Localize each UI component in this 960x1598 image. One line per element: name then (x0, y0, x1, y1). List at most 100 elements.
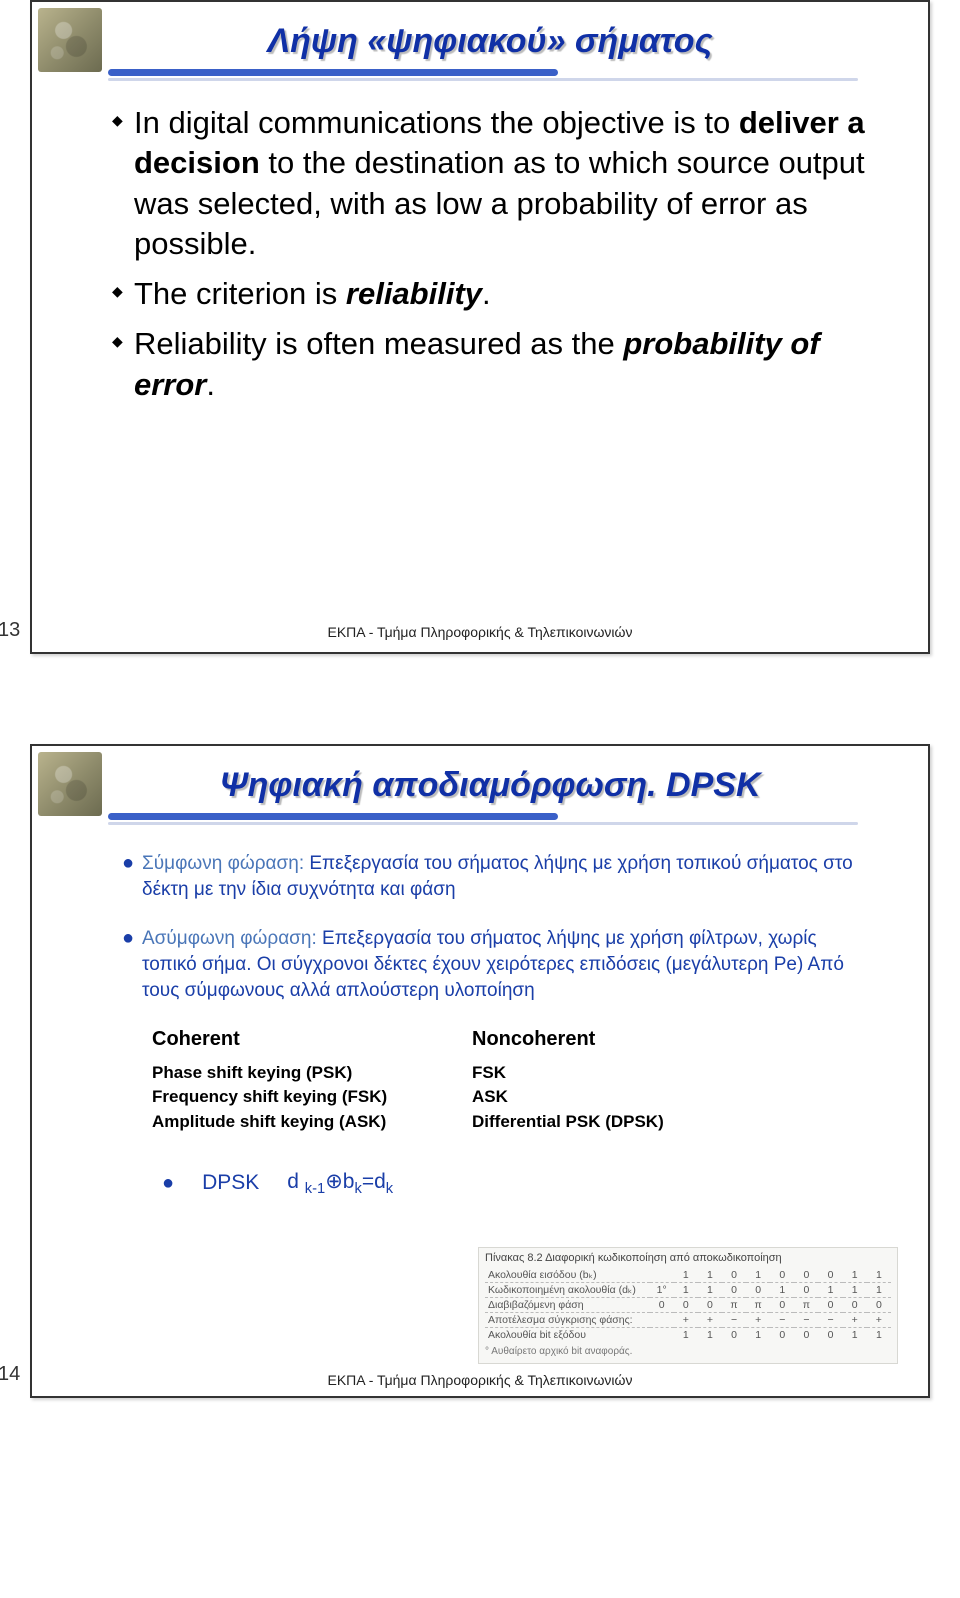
title-underline (82, 813, 858, 825)
disc-icon: ● (122, 851, 142, 903)
table-row: Διαβιβαζόμενη φάση000ππ0π000 (485, 1298, 891, 1313)
table-row: Coherent Noncoherent (152, 1026, 868, 1054)
bullet-bold-italic: reliability (346, 276, 482, 311)
col-header-coherent: Coherent (152, 1026, 472, 1054)
cell: 1 (674, 1268, 698, 1283)
slide1-title: Λήψη «ψηφιακού» σήματος (142, 22, 838, 61)
item-label: Σύμφωνη φώραση: (142, 853, 304, 874)
cell: 0 (722, 1328, 746, 1343)
cell: Phase shift keying (PSK) (152, 1061, 472, 1084)
cell: 1 (867, 1283, 891, 1298)
cell: − (770, 1313, 794, 1328)
cell: − (818, 1313, 842, 1328)
diamond-icon: ◆ (112, 324, 134, 358)
slide-number-2: 14 (0, 1363, 20, 1386)
diamond-icon: ◆ (112, 103, 134, 137)
cell: 0 (794, 1283, 818, 1298)
bullet-text: The criterion is (134, 276, 346, 311)
diff-table-body: Ακολουθία εισόδου (bₖ)110100011Κωδικοποι… (485, 1268, 891, 1342)
cell: 0 (746, 1283, 770, 1298)
dpsk-label: DPSK (202, 1169, 259, 1198)
bullet-text: . (206, 367, 215, 402)
cell: 1 (843, 1328, 867, 1343)
cell: 1 (698, 1328, 722, 1343)
differential-coding-table: Πίνακας 8.2 Διαφορική κωδικοποίηση από α… (478, 1247, 898, 1364)
diamond-icon: ◆ (112, 274, 134, 308)
row-label: Ακολουθία bit εξόδου (485, 1328, 650, 1343)
cell: 0 (770, 1298, 794, 1313)
cell: 0 (794, 1328, 818, 1343)
bullet-item: ◆ The criterion is reliability. (112, 274, 878, 314)
slide1-body: ◆ In digital communications the objectiv… (112, 103, 878, 405)
cell: 0 (770, 1328, 794, 1343)
slide2-body: ● Σύμφωνη φώραση: Επεξεργασία του σήματο… (122, 851, 868, 1200)
slide1-footer: ΕΚΠΑ - Τμήμα Πληροφορικής & Τηλεπικοινων… (32, 624, 928, 640)
bullet-item: ◆ In digital communications the objectiv… (112, 103, 878, 264)
coherence-table: Coherent Noncoherent Phase shift keying … (152, 1026, 868, 1134)
cell: 1 (698, 1283, 722, 1298)
cell: 0 (650, 1298, 674, 1313)
cell: 1 (698, 1268, 722, 1283)
cell: 0 (722, 1268, 746, 1283)
cell: 0 (770, 1268, 794, 1283)
cell: π (746, 1298, 770, 1313)
row-label: Διαβιβαζόμενη φάση (485, 1298, 650, 1313)
cell: 1° (650, 1283, 674, 1298)
cell: 1 (674, 1328, 698, 1343)
cell: FSK (472, 1061, 664, 1084)
athena-icon (38, 752, 102, 816)
bullet-item: ◆ Reliability is often measured as the p… (112, 324, 878, 405)
cell: π (722, 1298, 746, 1313)
cell: 1 (746, 1268, 770, 1283)
cell: − (794, 1313, 818, 1328)
cell: 1 (770, 1283, 794, 1298)
bullet-text: Reliability is often measured as the (134, 326, 623, 361)
dpsk-equation: d k-1⊕bk=dk (287, 1168, 393, 1199)
table-row: Κωδικοποιημένη ακολουθία (dₖ)1°110010111 (485, 1283, 891, 1298)
cell: 1 (818, 1283, 842, 1298)
cell: 1 (843, 1268, 867, 1283)
table-footnote: ° Αυθαίρετο αρχικό bit αναφοράς. (485, 1346, 891, 1357)
disc-icon: ● (162, 1170, 174, 1198)
cell: 0 (818, 1268, 842, 1283)
cell: + (746, 1313, 770, 1328)
cell: 0 (794, 1268, 818, 1283)
dpsk-equation-line: ● DPSK d k-1⊕bk=dk (162, 1168, 868, 1199)
cell: + (843, 1313, 867, 1328)
cell: + (674, 1313, 698, 1328)
slide-number-1: 13 (0, 619, 20, 642)
cell: 1 (674, 1283, 698, 1298)
bullet-text: In digital communications the objective … (134, 105, 739, 140)
cell: 0 (722, 1283, 746, 1298)
cell: + (698, 1313, 722, 1328)
cell: 1 (867, 1328, 891, 1343)
title-underline (82, 69, 858, 81)
cell: 0 (698, 1298, 722, 1313)
cell: Differential PSK (DPSK) (472, 1110, 664, 1133)
disc-icon: ● (122, 926, 142, 1005)
cell: + (867, 1313, 891, 1328)
table-caption: Πίνακας 8.2 Διαφορική κωδικοποίηση από α… (485, 1252, 891, 1264)
col-header-noncoherent: Noncoherent (472, 1026, 595, 1054)
cell: 0 (867, 1298, 891, 1313)
cell: ASK (472, 1085, 664, 1108)
table-row: Ακολουθία εισόδου (bₖ)110100011 (485, 1268, 891, 1283)
cell: 0 (674, 1298, 698, 1313)
slide2-title: Ψηφιακή αποδιαμόρφωση. DPSK (142, 766, 838, 805)
row-label: Αποτέλεσμα σύγκρισης φάσης: (485, 1313, 650, 1328)
cell (650, 1268, 674, 1283)
bullet-text: . (482, 276, 491, 311)
list-item: ● Ασύμφωνη φώραση: Επεξεργασία του σήματ… (122, 926, 868, 1005)
slide2-footer: ΕΚΠΑ - Τμήμα Πληροφορικής & Τηλεπικοινων… (32, 1372, 928, 1388)
cell: π (794, 1298, 818, 1313)
table-row: Αποτέλεσμα σύγκρισης φάσης:++−+−−−++ (485, 1313, 891, 1328)
item-label: Ασύμφωνη φώραση: (142, 928, 317, 949)
cell: 1 (746, 1328, 770, 1343)
cell (650, 1328, 674, 1343)
row-label: Ακολουθία εισόδου (bₖ) (485, 1268, 650, 1283)
cell: Amplitude shift keying (ASK) (152, 1110, 472, 1133)
athena-icon (38, 8, 102, 72)
cell: 0 (843, 1298, 867, 1313)
cell: − (722, 1313, 746, 1328)
row-label: Κωδικοποιημένη ακολουθία (dₖ) (485, 1283, 650, 1298)
